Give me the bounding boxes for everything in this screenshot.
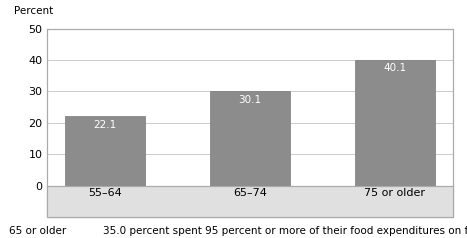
Bar	[65, 116, 145, 186]
Text: 30.1: 30.1	[238, 95, 262, 105]
Text: 40.1: 40.1	[383, 64, 406, 74]
Text: 22.1: 22.1	[93, 120, 117, 130]
Text: 35.0 percent spent 95 percent or more of their food expenditures on food at home: 35.0 percent spent 95 percent or more of…	[103, 226, 467, 236]
Bar	[355, 60, 434, 186]
Text: 65 or older: 65 or older	[9, 226, 67, 236]
Bar	[210, 91, 290, 186]
Text: Percent: Percent	[14, 6, 53, 16]
